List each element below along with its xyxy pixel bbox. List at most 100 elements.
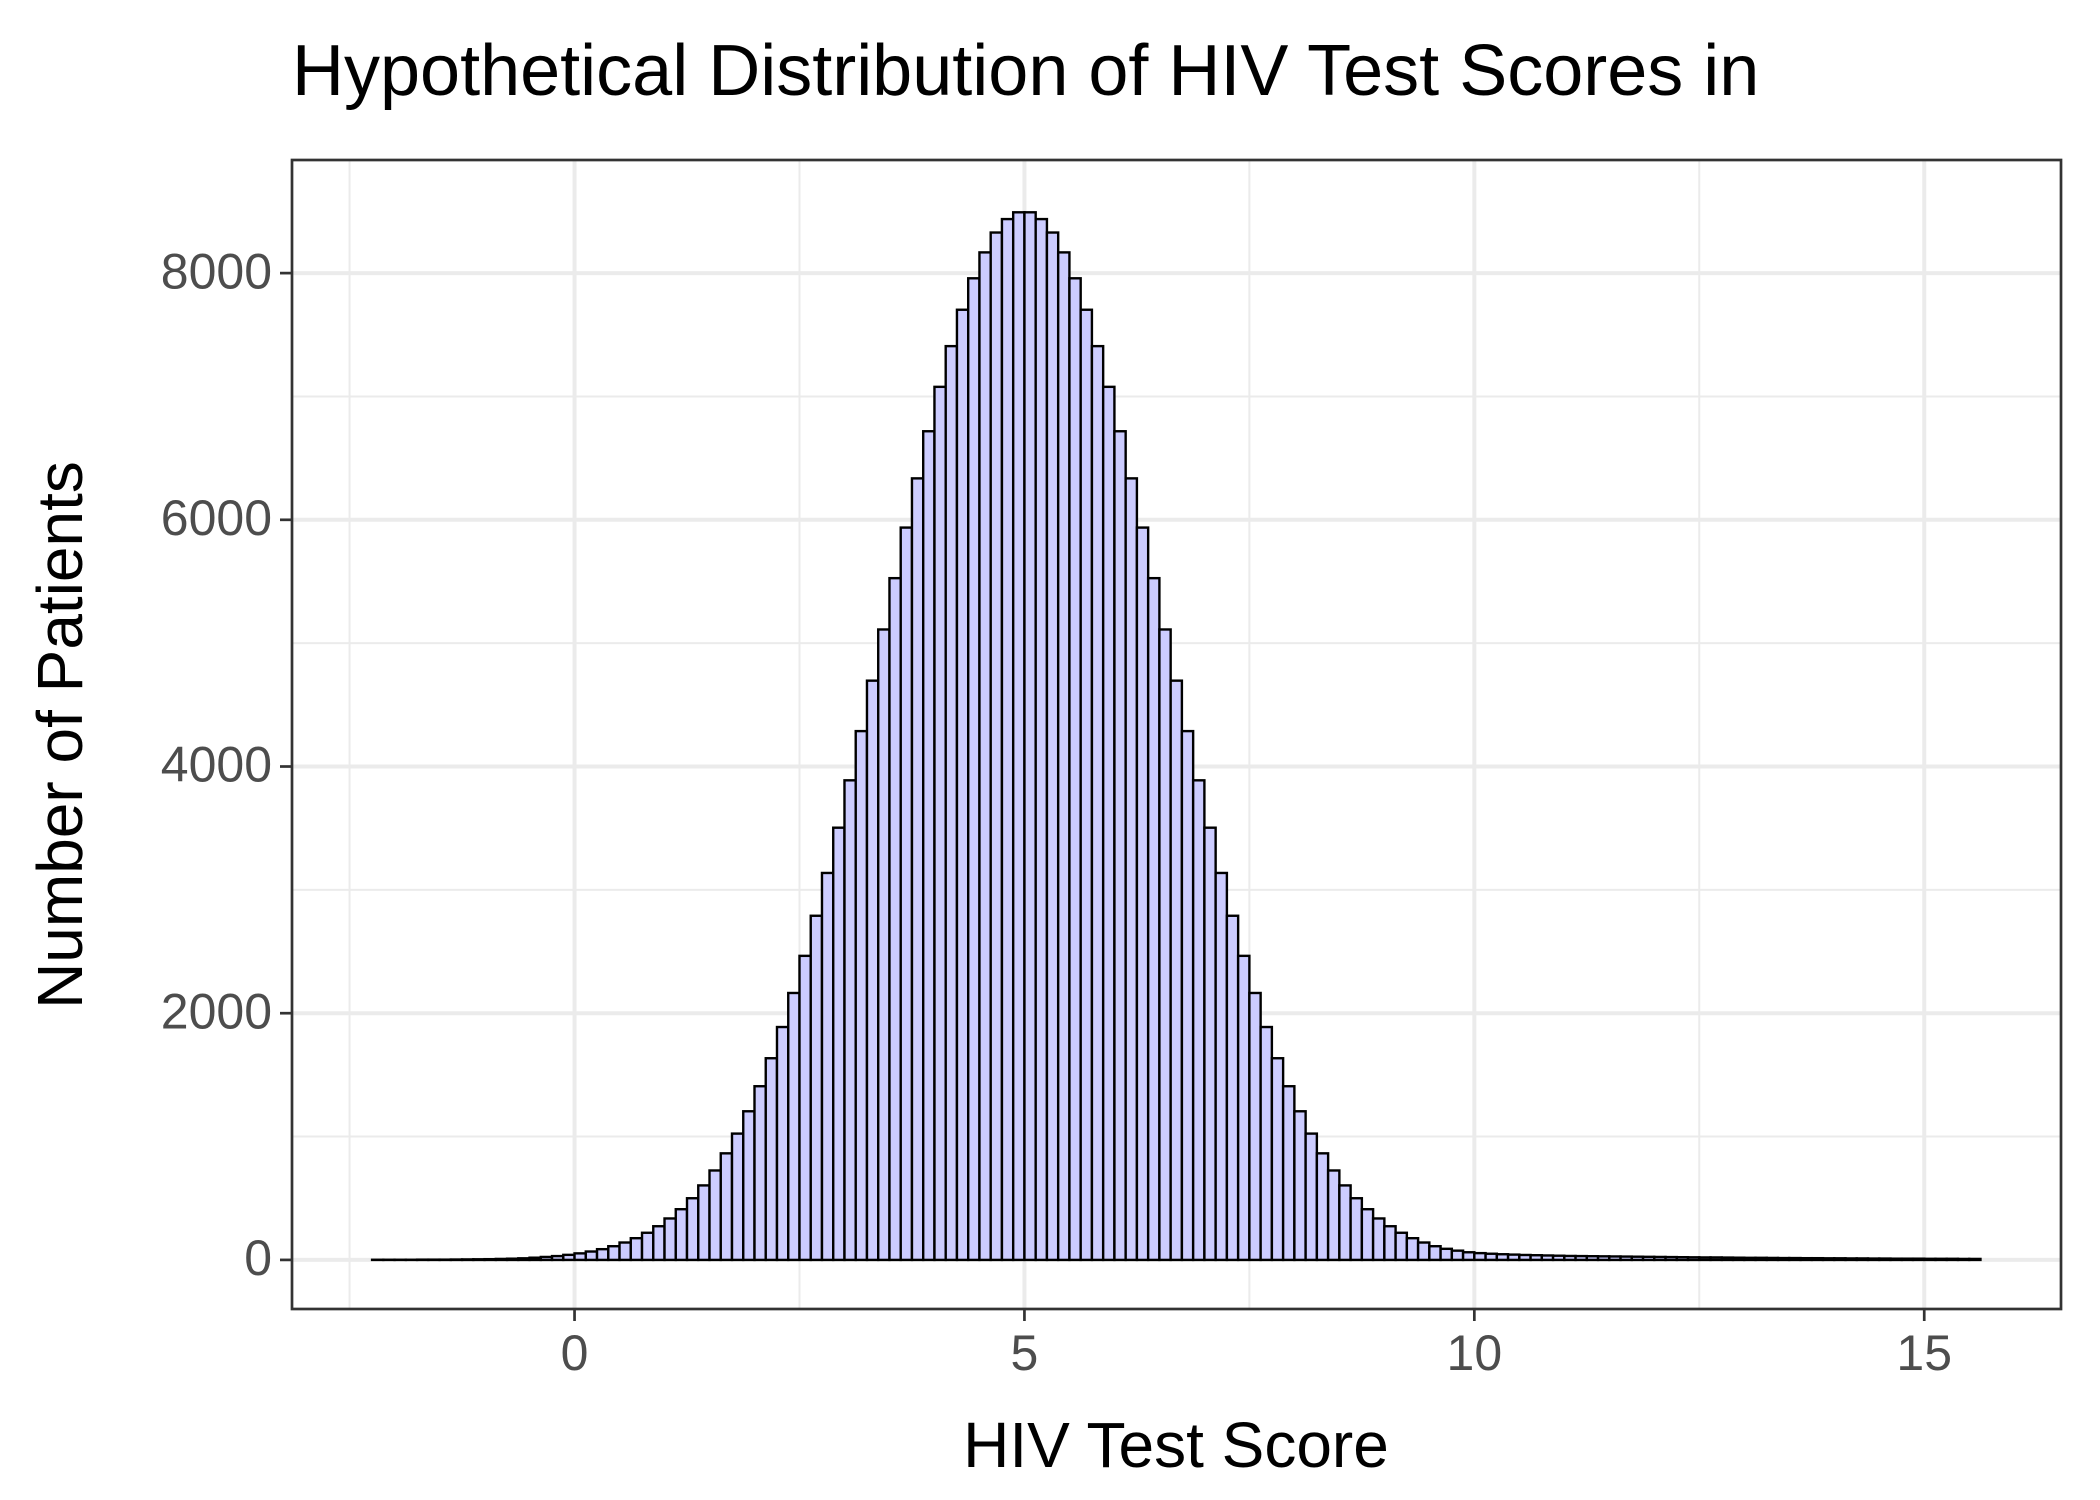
bar <box>742 1110 756 1262</box>
x-tick-label: 10 <box>1447 1325 1503 1381</box>
bar <box>1821 1257 1836 1262</box>
bar <box>1338 1184 1352 1262</box>
bar <box>1068 277 1082 1262</box>
y-tick-label: 2000 <box>161 983 272 1039</box>
bar <box>1878 1257 1892 1262</box>
bar <box>1619 1255 1633 1262</box>
bar <box>1180 729 1195 1262</box>
bar <box>584 1250 599 1262</box>
bar <box>1394 1231 1409 1262</box>
x-tick-label: 15 <box>1896 1325 1952 1381</box>
bar <box>809 914 824 1262</box>
bar <box>1585 1255 1600 1262</box>
bar <box>1023 211 1037 1262</box>
bar <box>539 1255 554 1262</box>
bar <box>494 1257 509 1262</box>
x-axis-label: HIV Test Score <box>963 1409 1389 1481</box>
bar <box>1563 1254 1577 1262</box>
bar <box>1506 1253 1521 1262</box>
bar <box>1495 1253 1510 1262</box>
bar <box>1416 1241 1431 1262</box>
bar <box>820 871 835 1262</box>
x-tick-label: 5 <box>1011 1325 1039 1381</box>
bar <box>550 1254 565 1262</box>
bar <box>1911 1257 1926 1262</box>
bar <box>1540 1254 1555 1262</box>
bar <box>1056 251 1071 1262</box>
bar <box>1011 211 1026 1262</box>
bar <box>607 1245 621 1262</box>
bar <box>1956 1257 1971 1262</box>
bar <box>618 1241 632 1262</box>
bar <box>1900 1257 1915 1262</box>
bar <box>1945 1257 1960 1262</box>
bar <box>528 1256 542 1262</box>
bar <box>1709 1256 1723 1262</box>
bar <box>719 1152 734 1262</box>
y-tick-label: 0 <box>244 1230 272 1286</box>
bar <box>787 991 801 1262</box>
bar <box>1923 1257 1937 1262</box>
bar <box>1450 1249 1465 1262</box>
bar <box>1641 1255 1656 1262</box>
bar <box>1225 914 1240 1262</box>
bar <box>798 954 812 1262</box>
bar <box>1360 1208 1375 1262</box>
bar <box>629 1236 644 1262</box>
bar <box>472 1258 486 1262</box>
chart-title: Hypothetical Distribution of HIV Test Sc… <box>292 31 1759 111</box>
bar <box>1765 1256 1780 1262</box>
plot-area: 0 5 10 15 0 2000 4000 6000 8000 <box>161 158 2063 1381</box>
bar <box>1034 217 1049 1262</box>
bar <box>966 277 981 1262</box>
bar <box>1203 826 1217 1262</box>
bar <box>1934 1257 1948 1262</box>
y-axis-label: Number of Patients <box>24 461 96 1009</box>
bar <box>753 1085 767 1262</box>
bar <box>1731 1256 1746 1262</box>
bar <box>1000 217 1015 1262</box>
bar <box>1799 1256 1813 1262</box>
bar <box>685 1197 700 1262</box>
bar <box>595 1247 610 1262</box>
bar <box>843 779 857 1262</box>
bar <box>955 308 970 1262</box>
bar <box>832 826 846 1262</box>
bar <box>899 526 914 1262</box>
bar <box>708 1169 722 1262</box>
bar <box>1776 1256 1791 1262</box>
y-tick-label: 4000 <box>161 737 272 793</box>
bar <box>663 1217 677 1262</box>
bar <box>910 477 925 1262</box>
bar <box>1484 1252 1499 1262</box>
bar <box>1743 1256 1757 1262</box>
bar <box>1653 1255 1667 1262</box>
bar <box>505 1257 520 1262</box>
bar <box>1968 1257 1982 1262</box>
bar <box>1405 1236 1420 1262</box>
bar <box>764 1057 779 1262</box>
bar <box>1281 1085 1296 1262</box>
bar <box>640 1231 655 1262</box>
bar <box>1304 1132 1319 1262</box>
bar <box>1349 1197 1364 1262</box>
bar <box>1720 1256 1735 1262</box>
x-tick-label: 0 <box>561 1325 589 1381</box>
bar <box>1371 1217 1386 1262</box>
bar <box>1686 1256 1701 1262</box>
bar <box>1574 1254 1589 1262</box>
bar <box>674 1208 689 1262</box>
bar <box>1551 1254 1566 1262</box>
bar <box>1529 1254 1544 1262</box>
bar <box>775 1025 790 1262</box>
bar <box>517 1257 531 1262</box>
bar <box>1214 871 1229 1262</box>
bar <box>1461 1251 1476 1262</box>
bar <box>1866 1257 1881 1262</box>
bar <box>652 1225 666 1262</box>
bar <box>922 430 936 1262</box>
bar <box>1045 231 1060 1262</box>
y-tick-label: 6000 <box>161 490 272 546</box>
bar <box>1259 1025 1274 1262</box>
